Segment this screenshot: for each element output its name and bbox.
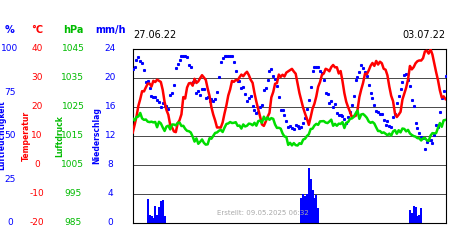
Bar (148, 215, 151, 222)
Bar (313, 198, 315, 222)
Text: 16: 16 (104, 102, 116, 111)
Bar (311, 190, 314, 222)
Text: 50: 50 (4, 131, 16, 140)
Bar (162, 200, 164, 222)
Bar (413, 206, 415, 222)
Text: 12: 12 (104, 131, 116, 140)
Text: 40: 40 (31, 44, 43, 53)
Text: 100: 100 (1, 44, 18, 53)
Text: 0: 0 (34, 160, 40, 169)
Text: 03.07.22: 03.07.22 (402, 30, 446, 40)
Text: hPa: hPa (63, 25, 83, 35)
Text: Luftdruck: Luftdruck (55, 115, 64, 156)
Text: 8: 8 (108, 160, 113, 169)
Bar (416, 216, 418, 222)
Text: %: % (5, 25, 15, 35)
Text: 10: 10 (31, 131, 43, 140)
Bar (411, 213, 413, 222)
Bar (300, 198, 302, 222)
Text: 1035: 1035 (61, 73, 85, 82)
Text: 27.06.22: 27.06.22 (133, 30, 176, 40)
Text: 1045: 1045 (62, 44, 84, 53)
Text: °C: °C (31, 25, 43, 35)
Bar (160, 201, 162, 222)
Text: Luftfeuchtigkeit: Luftfeuchtigkeit (0, 101, 6, 170)
Text: Niederschlag: Niederschlag (92, 107, 101, 164)
Bar (306, 194, 308, 222)
Text: 20: 20 (31, 102, 43, 111)
Text: 25: 25 (4, 174, 16, 184)
Bar (420, 208, 422, 222)
Bar (317, 208, 319, 222)
Text: 4: 4 (108, 189, 113, 198)
Text: mm/h: mm/h (95, 25, 126, 35)
Text: 30: 30 (31, 73, 43, 82)
Bar (163, 216, 166, 222)
Bar (152, 218, 154, 222)
Text: -20: -20 (30, 218, 44, 227)
Bar (418, 215, 420, 222)
Text: 1005: 1005 (61, 160, 85, 169)
Bar (315, 196, 317, 222)
Bar (304, 196, 306, 222)
Text: 1025: 1025 (62, 102, 84, 111)
Bar (147, 199, 149, 222)
Text: -10: -10 (30, 189, 44, 198)
Text: 0: 0 (108, 218, 113, 227)
Bar (310, 179, 312, 222)
Text: 1015: 1015 (61, 131, 85, 140)
Text: 0: 0 (7, 218, 13, 227)
Bar (414, 207, 417, 222)
Text: Erstellt: 09.05.2025 06:32: Erstellt: 09.05.2025 06:32 (217, 210, 309, 216)
Bar (150, 216, 153, 222)
Text: 985: 985 (64, 218, 81, 227)
Bar (154, 206, 156, 222)
Bar (308, 168, 310, 222)
Text: Temperatur: Temperatur (22, 110, 31, 161)
Text: 995: 995 (64, 189, 81, 198)
Text: 24: 24 (104, 44, 116, 53)
Bar (156, 215, 158, 222)
Text: 20: 20 (104, 73, 116, 82)
Text: 75: 75 (4, 88, 16, 97)
Bar (409, 210, 411, 222)
Bar (158, 207, 160, 222)
Bar (302, 194, 304, 222)
